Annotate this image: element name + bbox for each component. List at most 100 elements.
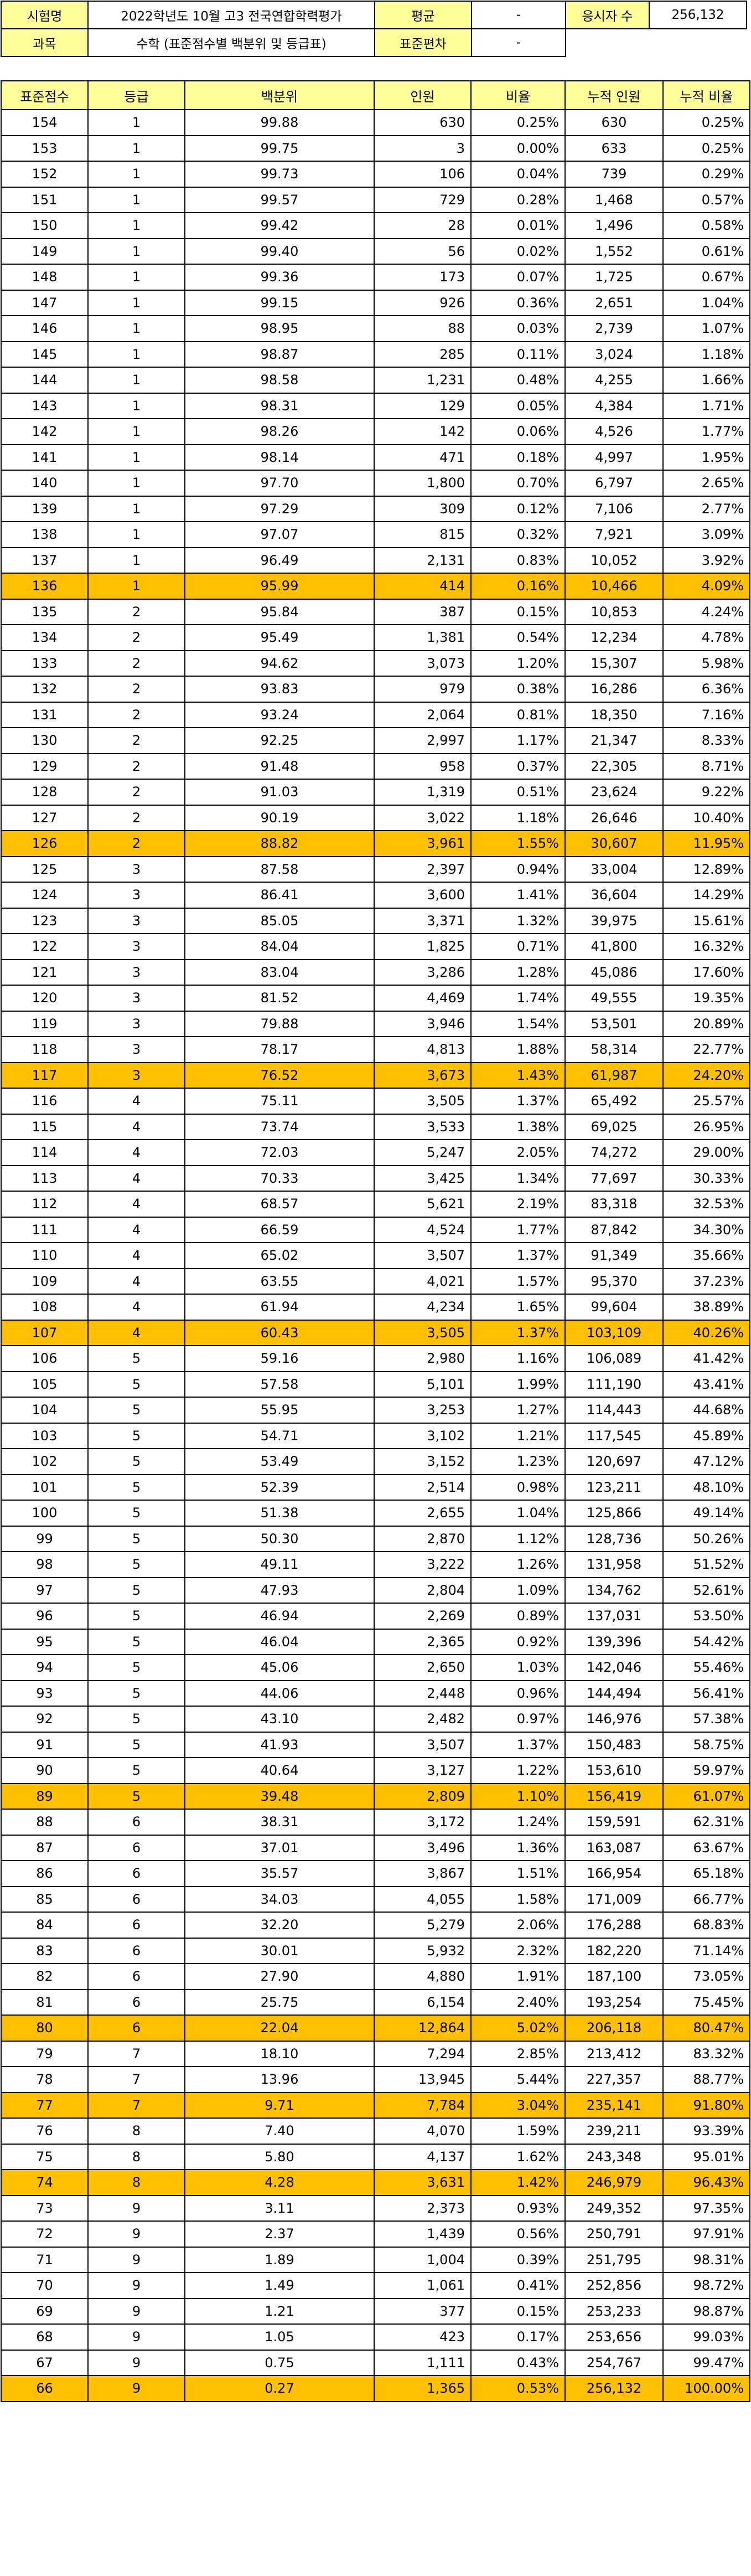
cell-standard-score: 133 (1, 650, 89, 677)
cell-standard-score: 112 (1, 1191, 89, 1218)
cell-count: 173 (374, 264, 472, 291)
cell-cumulative-ratio: 0.25% (662, 135, 750, 162)
cell-ratio: 0.41% (470, 2272, 566, 2299)
cell-standard-score: 139 (1, 495, 89, 522)
cell-ratio: 0.51% (470, 779, 566, 806)
cell-standard-score: 86 (1, 1860, 89, 1887)
cell-cumulative-ratio: 98.72% (662, 2272, 750, 2299)
cell-count: 7,294 (374, 2040, 472, 2067)
cell-percentile: 99.88 (184, 109, 375, 136)
table-row: 142 1 98.26 142 0.06% 4,526 1.77% (1, 418, 750, 445)
cell-grade: 4 (87, 1216, 185, 1243)
cell-cumulative-count: 120,697 (564, 1448, 664, 1475)
table-row: 133 2 94.62 3,073 1.20% 15,307 5.98% (1, 650, 750, 677)
cell-grade: 5 (87, 1525, 185, 1552)
cell-grade: 6 (87, 1860, 185, 1887)
cell-count: 815 (374, 521, 472, 548)
cell-standard-score: 130 (1, 727, 89, 754)
table-row: 93 5 44.06 2,448 0.96% 144,494 56.41% (1, 1679, 750, 1707)
cell-standard-score: 113 (1, 1165, 89, 1192)
cell-ratio: 1.21% (470, 1422, 566, 1449)
cell-percentile: 85.05 (184, 907, 375, 934)
cell-cumulative-ratio: 62.31% (662, 1809, 750, 1836)
cell-standard-score: 137 (1, 547, 89, 574)
cell-standard-score: 93 (1, 1679, 89, 1707)
mean-value: - (471, 1, 566, 29)
table-row: 107 4 60.43 3,505 1.37% 103,109 40.26% (1, 1319, 750, 1346)
cell-standard-score: 100 (1, 1500, 89, 1527)
table-row: 131 2 93.24 2,064 0.81% 18,350 7.16% (1, 701, 750, 728)
cell-cumulative-count: 74,272 (564, 1139, 664, 1166)
cell-grade: 2 (87, 676, 185, 703)
cell-ratio: 1.16% (470, 1345, 566, 1372)
cell-grade: 5 (87, 1345, 185, 1372)
cell-count: 3,673 (374, 1062, 472, 1089)
cell-percentile: 60.43 (184, 1319, 375, 1346)
cell-grade: 6 (87, 2015, 185, 2042)
cell-cumulative-ratio: 5.98% (662, 650, 750, 677)
cell-grade: 2 (87, 804, 185, 831)
cell-percentile: 93.24 (184, 701, 375, 728)
table-row: 78 7 13.96 13,945 5.44% 227,357 88.77% (1, 2066, 750, 2093)
cell-cumulative-count: 171,009 (564, 1885, 664, 1913)
cell-cumulative-count: 15,307 (564, 650, 664, 677)
cell-cumulative-count: 134,762 (564, 1576, 664, 1604)
cell-count: 3,600 (374, 882, 472, 909)
cell-count: 3,127 (374, 1757, 472, 1784)
table-row: 84 6 32.20 5,279 2.06% 176,288 68.83% (1, 1912, 750, 1939)
cell-count: 414 (374, 573, 472, 600)
cell-count: 5,932 (374, 1937, 472, 1964)
cell-ratio: 2.19% (470, 1191, 566, 1218)
table-row: 135 2 95.84 387 0.15% 10,853 4.24% (1, 598, 750, 625)
cell-percentile: 90.19 (184, 804, 375, 831)
cell-cumulative-count: 156,419 (564, 1782, 664, 1810)
cell-cumulative-count: 250,791 (564, 2220, 664, 2248)
cell-cumulative-ratio: 50.26% (662, 1525, 750, 1552)
cell-cumulative-ratio: 12.89% (662, 856, 750, 883)
cell-percentile: 25.75 (184, 1988, 375, 2016)
cell-count: 387 (374, 598, 472, 625)
cell-standard-score: 147 (1, 289, 89, 316)
cell-cumulative-count: 2,739 (564, 315, 664, 342)
empty-cell (566, 29, 649, 56)
cell-standard-score: 151 (1, 186, 89, 213)
cell-grade: 1 (87, 238, 185, 265)
cell-grade: 5 (87, 1706, 185, 1733)
cell-standard-score: 83 (1, 1937, 89, 1964)
cell-cumulative-count: 91,349 (564, 1242, 664, 1269)
cell-cumulative-count: 153,610 (564, 1757, 664, 1784)
cell-count: 56 (374, 238, 472, 265)
cell-percentile: 73.74 (184, 1113, 375, 1140)
cell-grade: 5 (87, 1782, 185, 1810)
cell-cumulative-ratio: 100.00% (662, 2375, 750, 2402)
cell-grade: 5 (87, 1371, 185, 1398)
cell-cumulative-count: 633 (564, 135, 664, 162)
cell-count: 1,825 (374, 933, 472, 960)
cell-grade: 2 (87, 598, 185, 625)
table-row: 103 5 54.71 3,102 1.21% 117,545 45.89% (1, 1422, 750, 1449)
takers-label: 응시자 수 (565, 1, 650, 29)
cell-cumulative-ratio: 4.24% (662, 598, 750, 625)
cell-percentile: 43.10 (184, 1706, 375, 1733)
cell-percentile: 9.71 (184, 2091, 375, 2119)
cell-standard-score: 105 (1, 1371, 89, 1398)
table-row: 125 3 87.58 2,397 0.94% 33,004 12.89% (1, 856, 750, 883)
cell-ratio: 1.51% (470, 1860, 566, 1887)
table-row: 86 6 35.57 3,867 1.51% 166,954 65.18% (1, 1860, 750, 1887)
cell-grade: 1 (87, 109, 185, 136)
cell-percentile: 52.39 (184, 1474, 375, 1501)
cell-grade: 6 (87, 1988, 185, 2016)
cell-count: 3,867 (374, 1860, 472, 1887)
cell-cumulative-count: 83,318 (564, 1191, 664, 1218)
cell-cumulative-count: 254,767 (564, 2349, 664, 2376)
cell-grade: 9 (87, 2349, 185, 2376)
cell-count: 2,997 (374, 727, 472, 754)
cell-cumulative-count: 1,468 (564, 186, 664, 213)
cell-percentile: 27.90 (184, 1963, 375, 1990)
cell-cumulative-count: 235,141 (564, 2091, 664, 2119)
cell-cumulative-ratio: 49.14% (662, 1500, 750, 1527)
cell-cumulative-count: 159,591 (564, 1809, 664, 1836)
cell-count: 2,870 (374, 1525, 472, 1552)
cell-standard-score: 127 (1, 804, 89, 831)
cell-cumulative-ratio: 48.10% (662, 1474, 750, 1501)
